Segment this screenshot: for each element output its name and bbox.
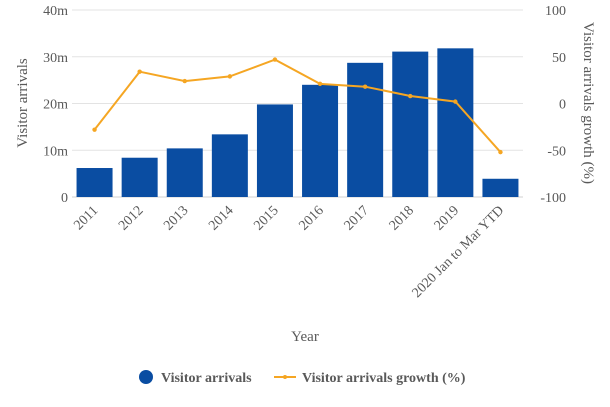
y-tick-label: 0 xyxy=(61,191,68,206)
growth-point xyxy=(227,74,233,79)
growth-point xyxy=(92,127,97,132)
x-tick-label: 2015 xyxy=(251,203,281,233)
y2-tick-label: 50 xyxy=(552,51,566,66)
line-series xyxy=(92,57,503,155)
bar xyxy=(392,51,429,197)
growth-point xyxy=(498,149,503,155)
growth-point xyxy=(182,78,187,84)
legend-label-bars: Visitor arrivals xyxy=(161,371,252,386)
bar xyxy=(256,104,293,197)
growth-point xyxy=(317,81,323,87)
x-tick-label: 2016 xyxy=(296,203,326,233)
y2-tick-label: -100 xyxy=(540,191,566,206)
x-tick-label: 2020 Jan to Mar YTD xyxy=(410,203,508,301)
y-tick-label: 10m xyxy=(43,144,68,159)
y2-axis-ticks: -100 -50 0 50 100 xyxy=(540,4,566,206)
growth-point xyxy=(272,57,278,62)
bar xyxy=(302,84,339,197)
bar xyxy=(166,148,203,197)
legend-label-line: Visitor arrivals growth (%) xyxy=(302,371,466,386)
y-tick-label: 40m xyxy=(43,4,68,19)
y2-tick-label: -50 xyxy=(547,144,566,159)
growth-point xyxy=(362,84,368,89)
x-tick-label: 2018 xyxy=(387,203,417,233)
y-axis-ticks: 0 10m 20m 30m 40m xyxy=(43,4,68,206)
y-tick-label: 30m xyxy=(43,51,68,66)
bar xyxy=(437,48,474,198)
x-tick-label: 2011 xyxy=(71,203,101,233)
growth-point xyxy=(453,99,458,104)
bar xyxy=(482,178,519,197)
growth-line xyxy=(93,58,502,153)
growth-point xyxy=(137,69,142,74)
x-tick-label: 2013 xyxy=(161,203,191,233)
x-tick-label: 2012 xyxy=(116,203,146,233)
bar-series xyxy=(76,48,519,198)
legend: Visitor arrivals Visitor arrivals growth… xyxy=(139,370,466,386)
y2-axis-label: Visitor arrivals growth (%) xyxy=(580,22,596,184)
x-tick-label: 2014 xyxy=(206,203,236,233)
growth-point xyxy=(408,93,413,99)
bar xyxy=(347,62,384,197)
x-axis-ticks: 2011 2012 2013 2014 2015 2016 2017 2018 20192020… xyxy=(71,203,507,301)
y2-tick-label: 0 xyxy=(559,98,566,113)
bar xyxy=(211,134,248,197)
bar xyxy=(76,168,113,197)
legend-marker-line-dot xyxy=(283,375,287,379)
legend-marker-bars xyxy=(139,370,153,384)
y-tick-label: 20m xyxy=(43,98,68,113)
x-tick-label: 2017 xyxy=(342,203,372,233)
y-axis-label: Visitor arrivals xyxy=(15,58,31,148)
x-tick-label: 2019 xyxy=(432,203,462,233)
bar xyxy=(121,157,158,197)
y2-tick-label: 100 xyxy=(545,4,566,19)
x-axis-label: Year xyxy=(291,329,319,345)
